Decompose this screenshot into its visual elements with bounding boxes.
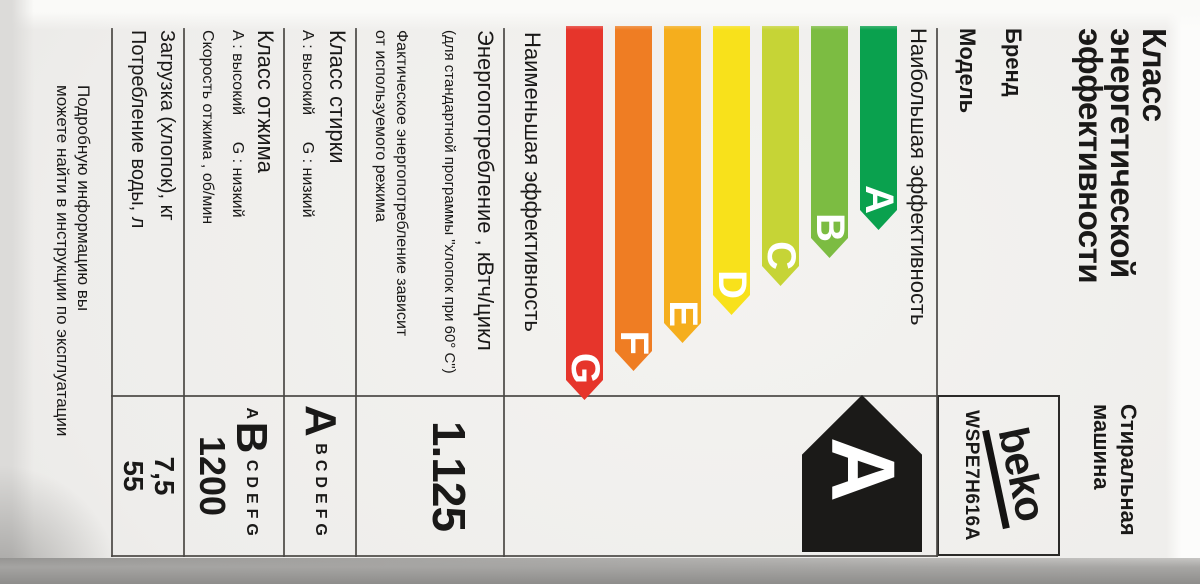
class-letter-C: C: [243, 459, 260, 472]
scale-arrow-D: D: [713, 26, 750, 315]
water-value: 55: [118, 460, 149, 492]
wash-class-legend: A : высокий G : низкий: [299, 30, 316, 218]
consumption-value: 1.125: [423, 420, 475, 532]
spin-class-label: Класс отжима: [253, 30, 278, 173]
scale-arrow-F: F: [615, 26, 652, 371]
class-letter-F: F: [243, 508, 260, 519]
scale-arrow-letter-F: F: [612, 330, 656, 355]
load-water-value-cell: 7,5 55: [115, 397, 183, 555]
wash-class-label: Класс стирки: [325, 30, 350, 164]
class-letter-D: D: [312, 476, 329, 488]
scale-arrow-A: A: [860, 26, 897, 230]
table-line: [503, 28, 505, 557]
rating-letter: A: [812, 437, 912, 502]
spin-class-legend: A : высокий G : низкий: [229, 30, 246, 218]
class-letter-E: E: [312, 492, 329, 504]
class-letter-A: A: [296, 405, 345, 437]
product-type-line: Стиральная: [1116, 404, 1141, 536]
beko-logo: beko: [982, 421, 1055, 530]
scale-arrow-letter-A: A: [857, 185, 901, 214]
label-title: Класс энергетической эффективности: [1072, 28, 1173, 284]
photo-edge-left: [0, 0, 1200, 30]
footer-line: можете найти в инструкции по эксплуатаци…: [53, 85, 72, 437]
scale-arrow-letter-B: B: [808, 213, 852, 242]
class-letter-A: A: [243, 407, 260, 420]
table-line: [111, 555, 938, 557]
scale-arrow-letter-G: G: [563, 352, 607, 384]
spin-speed-label: Скорость отжима , об/мин: [199, 30, 216, 225]
worst-efficiency-label: Наименьшая эффективность: [520, 32, 545, 332]
water-label: Потребление воды, л: [127, 30, 149, 229]
consumption-note: (для стандартной программы "хлопок при 6…: [441, 30, 458, 374]
class-letter-B: B: [312, 443, 329, 455]
product-type: Стиральная машина: [1088, 404, 1142, 536]
title-line: энергетической: [1104, 28, 1141, 278]
class-letter-G: G: [312, 523, 329, 536]
best-efficiency-label: Наибольшая эффективность: [906, 28, 931, 326]
scale-arrow-G: G: [566, 26, 603, 400]
scale-arrow-B: B: [811, 26, 848, 258]
scale-arrow-E: E: [664, 26, 701, 343]
model-label: Модель: [955, 28, 980, 114]
photo-edge-top: [1166, 0, 1200, 584]
class-letter-D: D: [243, 476, 260, 488]
disclaimer-line: Фактическое энергопотребление зависит: [393, 30, 410, 337]
brand-label: Бренд: [1001, 28, 1026, 97]
spin-speed-value: 1200: [192, 435, 233, 517]
footer-note: Подробную информацию вы можете найти в и…: [52, 85, 94, 436]
scale-arrow-letter-C: C: [759, 241, 803, 270]
table-line: [936, 28, 938, 557]
scale-arrow-C: C: [762, 26, 799, 286]
consumption-value-cell: 1.125: [357, 397, 503, 555]
class-letter-B: B: [227, 421, 276, 454]
footer-line: Подробную информацию вы: [74, 85, 93, 312]
load-value: 7,5: [149, 456, 180, 496]
brand-box: beko WSPE7H616A: [937, 395, 1060, 556]
scale-arrow-letter-D: D: [710, 270, 754, 299]
class-letter-G: G: [243, 523, 260, 536]
consumption-disclaimer: Фактическое энергопотребление зависит от…: [370, 30, 412, 336]
product-type-line: машина: [1089, 404, 1114, 490]
disclaimer-line: от используемого режима: [372, 30, 389, 222]
model-number: WSPE7H616A: [961, 410, 983, 541]
class-letter-E: E: [243, 492, 260, 504]
photo-edge-right: [0, 558, 1200, 584]
load-label: Загрузка (хлопок), кг: [156, 30, 178, 221]
scale-arrow-letter-E: E: [661, 300, 705, 327]
consumption-label: Энергопотребление , кВтч/цикл: [473, 30, 498, 351]
class-letter-C: C: [312, 459, 329, 472]
title-line: эффективности: [1072, 28, 1109, 284]
class-letter-F: F: [312, 508, 329, 519]
